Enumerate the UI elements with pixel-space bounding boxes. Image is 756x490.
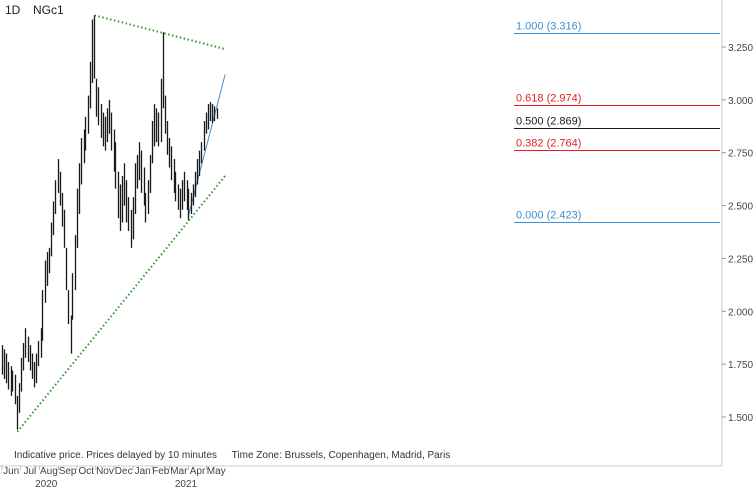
price-tick-label: 1.500 (728, 413, 753, 424)
fib-level-label: 0.500 (2.869) (516, 116, 581, 128)
price-tick-label: 1.750 (728, 360, 753, 371)
month-label: Sep (59, 466, 77, 477)
month-label: Dec (115, 466, 133, 477)
symbol-label: NGc1 (33, 3, 64, 17)
dotted-trendline (16, 175, 226, 433)
month-label: Mar (170, 466, 188, 477)
interval-label[interactable]: 1D (5, 3, 21, 17)
year-label: 2021 (175, 479, 198, 490)
support-trendline (187, 74, 226, 217)
price-tick-label: 2.500 (728, 202, 753, 213)
month-label: May (207, 466, 226, 477)
month-label: Aug (40, 466, 58, 477)
delay-notice: Indicative price. Prices delayed by 10 m… (14, 450, 450, 461)
fib-level-label: 1.000 (3.316) (516, 21, 581, 33)
disclaimer-text: Indicative price. Prices delayed by 10 m… (14, 450, 217, 461)
fib-level-label: 0.382 (2.764) (516, 138, 581, 150)
price-tick-label: 2.250 (728, 254, 753, 265)
fib-level-label: 0.618 (2.974) (516, 93, 581, 105)
plot-area: 1.000 (3.316) 0.618 (2.974) 0.500 (2.869) 0… (1, 14, 720, 433)
year-label: 2020 (35, 479, 58, 490)
fib-level-label: 0.000 (2.423) (516, 210, 581, 222)
month-label: Feb (152, 466, 170, 477)
price-tick-label: 2.750 (728, 149, 753, 160)
price-tick-label: 3.000 (728, 96, 753, 107)
price-tick-label: 3.250 (728, 43, 753, 54)
month-label: Apr (190, 466, 206, 477)
timezone-text: Time Zone: Brussels, Copenhagen, Madrid,… (231, 450, 451, 461)
month-label: Jan (135, 466, 151, 477)
axes: 1.500 1.750 2.000 2.250 2.500 2.750 3.000 3.250… (1, 43, 753, 490)
dotted-trendline (94, 14, 226, 51)
month-label: Jul (23, 466, 36, 477)
month-label: Nov (96, 466, 114, 477)
month-label: Oct (79, 466, 95, 477)
month-label: Jun (3, 466, 19, 477)
price-tick-label: 2.000 (728, 307, 753, 318)
